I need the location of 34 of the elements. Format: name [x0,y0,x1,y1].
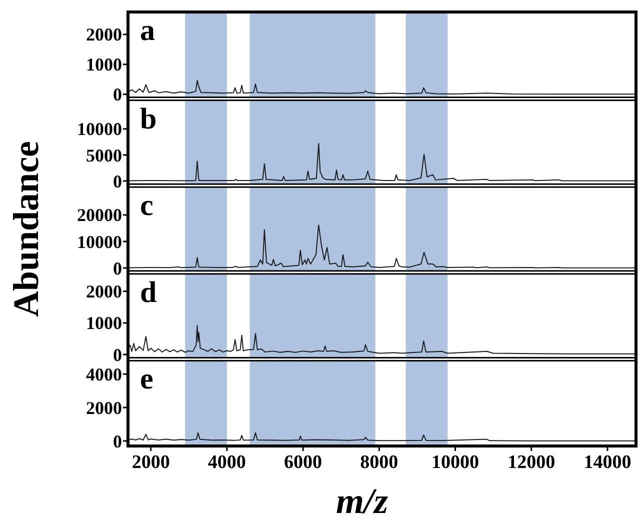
line-series [128,80,636,95]
y-tick-label: 0 [113,431,122,452]
y-tick-label: 10000 [77,232,122,252]
x-tick-label: 12000 [508,452,556,473]
x-tick-label: 4000 [208,452,246,473]
y-tick-label: 4000 [86,364,122,384]
line-series [128,432,636,442]
y-tick-label: 2000 [86,282,122,302]
line-series [128,324,636,354]
y-tick-label: 1000 [86,54,122,75]
x-tick-label: 8000 [360,452,398,473]
x-axis-title: m/z [336,481,388,521]
y-tick-label: 1000 [86,313,122,334]
line-series [128,224,636,268]
y-tick-label: 0 [113,84,122,105]
y-tick-label: 0 [113,171,122,192]
x-tick-label: 10000 [432,452,479,473]
y-tick-label: 0 [113,344,122,365]
x-tick-label: 6000 [284,452,322,473]
line-series [128,143,636,182]
chart-title: c [140,189,154,222]
chart-title: a [140,14,155,47]
y-tick-label: 5000 [86,145,122,166]
chart-title: b [140,102,157,136]
y-tick-label: 20000 [77,205,122,226]
y-tick-label: 2000 [86,24,122,45]
x-tick-label: 14000 [584,452,632,473]
y-tick-label: 2000 [86,398,122,418]
y-tick-label: 0 [113,258,122,278]
y-tick-label: 10000 [77,119,122,140]
chart-title: e [140,362,154,396]
x-tick-label: 2000 [132,452,170,473]
chart-title: d [140,276,157,309]
y-axis-title: Abundance [6,140,46,318]
